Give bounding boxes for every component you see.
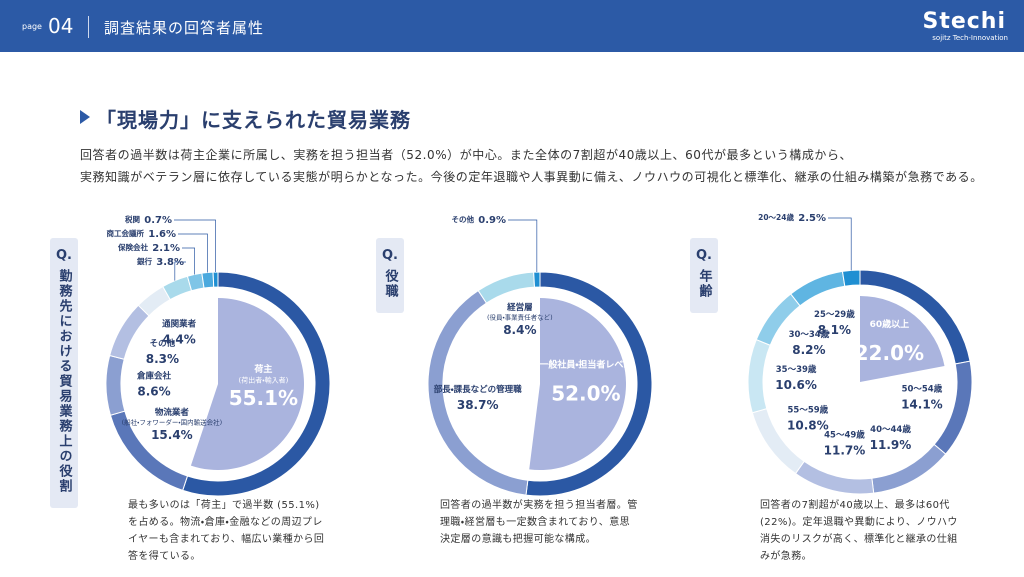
value-label: 10.8% — [787, 419, 829, 433]
pie-highlight — [190, 298, 305, 470]
category-label: 60歳以上 — [870, 318, 910, 330]
pie-segment — [871, 443, 947, 494]
leader-line — [174, 261, 186, 281]
value-label: 0.9% — [478, 215, 506, 226]
value-label: 55.1% — [229, 386, 298, 410]
value-label: 8.6% — [137, 384, 170, 398]
body-text: 実務知識がベテラン層に依存している実態が明らかとなった。今後の定年退職や人事異動… — [80, 170, 983, 184]
category-note: (船社・フォワーダー・国内輸送会社) — [122, 417, 223, 426]
category-label: その他 — [150, 338, 176, 349]
value-label: 8.2% — [792, 343, 825, 357]
caption: 回答者の過半数が実務を担う担当者層。管理職・経営層も一定数含まれており、意思決定… — [440, 500, 638, 545]
leader-line — [174, 219, 216, 273]
category-label: 一般社員・担当者レベル — [539, 358, 632, 370]
question-box: Q. 勤務先における貿易業務上の役割 — [50, 238, 78, 508]
value-label: 2.5% — [798, 213, 826, 224]
question-box: Q. 年齢 — [690, 238, 718, 313]
category-label: 税関 — [125, 214, 140, 224]
divider — [88, 16, 89, 38]
pie-highlight — [860, 296, 945, 382]
category-label: 55～59歳 — [787, 405, 828, 416]
value-label: 11.7% — [824, 444, 866, 458]
heading-marker — [80, 110, 90, 124]
category-note: (役員・事業責任者など) — [487, 312, 553, 321]
leader-line — [182, 247, 195, 275]
q-mark: Q. — [696, 248, 712, 263]
category-label: 銀行 — [136, 256, 152, 266]
category-label: 45～49歳 — [824, 430, 865, 441]
pie-segment — [212, 271, 219, 288]
pie-segment — [841, 269, 861, 287]
category-label: 通関業者 — [162, 319, 197, 330]
question: 勤務先における貿易業務上の役割 — [56, 269, 72, 494]
pie-segment — [747, 338, 771, 414]
pie-segment — [201, 271, 215, 289]
body-text: 回答者の過半数は荷主企業に所属し、実務を担う担当者（52.0%）が中心。また全体… — [80, 148, 853, 162]
logo: Stechi — [922, 9, 1006, 34]
value-label: 38.7% — [457, 398, 499, 412]
question: 年齢 — [696, 269, 712, 299]
value-label: 14.1% — [901, 398, 943, 412]
value-label: 52.0% — [551, 381, 620, 405]
category-label: その他 — [452, 214, 475, 224]
category-label: 30～34歳 — [789, 329, 830, 340]
value-label: 8.3% — [146, 352, 179, 366]
value-label: 4.4% — [162, 333, 195, 347]
leader-line — [178, 233, 208, 273]
value-label: 1.6% — [148, 229, 176, 240]
caption: 最も多いのは「荷主」で過半数 (55.1%) を占める。物流・倉庫・金融などの周… — [128, 500, 325, 562]
category-label: 保険会社 — [117, 242, 148, 252]
value-label: 0.7% — [144, 215, 172, 226]
header-bar — [0, 0, 1024, 52]
leader-line — [508, 219, 538, 273]
value-label: 10.6% — [775, 378, 817, 392]
heading: 「現場力」に支えられた貿易業務 — [96, 108, 411, 132]
pie-segment — [105, 354, 126, 416]
category-label: 経営層 — [506, 302, 533, 313]
value-label: 8.1% — [818, 323, 851, 337]
value-label: 3.8% — [156, 257, 184, 268]
pie-segment — [794, 460, 875, 495]
pie-segment — [477, 271, 536, 304]
category-label: 物流業者 — [155, 407, 190, 418]
category-label: 25～29歳 — [814, 309, 855, 320]
category-label: 商工会議所 — [107, 228, 145, 238]
category-label: 倉庫会社 — [137, 370, 172, 381]
pie-segment — [533, 271, 541, 288]
caption: 回答者の7割超が40歳以上、最多は60代 (22%)。定年退職や異動により、ノウ… — [760, 500, 958, 562]
q-mark: Q. — [382, 248, 398, 263]
q-mark: Q. — [56, 248, 72, 263]
value-label: 11.9% — [870, 438, 912, 452]
value-label: 2.1% — [152, 243, 180, 254]
value-label: 8.4% — [503, 323, 536, 337]
category-label: 40～44歳 — [870, 424, 911, 435]
pie-segment — [790, 270, 846, 307]
category-label: 荷主 — [253, 363, 272, 375]
pie-highlight — [529, 298, 626, 470]
page-title: 調査結果の回答者属性 — [104, 19, 265, 37]
logo-sub: sojitz Tech-Innovation — [932, 34, 1008, 42]
pie-segment — [109, 304, 150, 360]
category-label: 20～24歳 — [758, 212, 794, 222]
question: 役職 — [382, 269, 398, 299]
page-label: page — [22, 22, 42, 31]
category-label: 50～54歳 — [902, 384, 943, 395]
category-label: 部長・課長などの管理職 — [434, 384, 522, 395]
value-label: 22.0% — [855, 341, 924, 365]
category-note: (荷出者・輸入者) — [238, 375, 288, 384]
leader-line — [828, 217, 852, 271]
page-number: 04 — [48, 14, 74, 38]
question-box: Q. 役職 — [376, 238, 404, 313]
value-label: 15.4% — [151, 428, 193, 442]
category-label: 35～39歳 — [776, 364, 817, 375]
